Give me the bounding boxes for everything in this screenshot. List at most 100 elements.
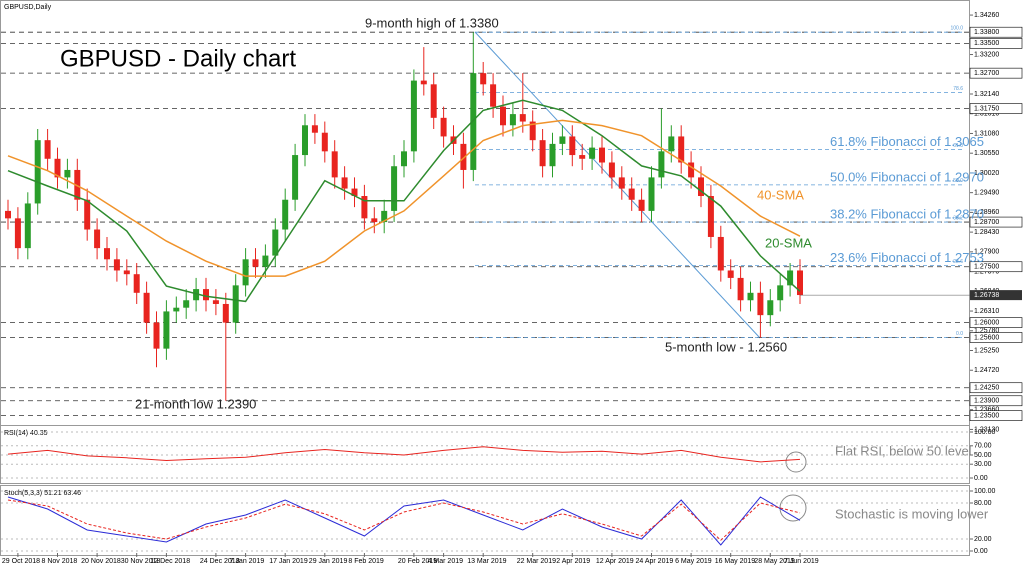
level-box [969, 103, 1023, 114]
y-tick-label: 1.31080 [974, 130, 999, 137]
x-tick-label: 8 Nov 2018 [42, 558, 78, 565]
candle-body [717, 236, 724, 271]
candle-body [371, 218, 378, 223]
candle-body [628, 188, 635, 200]
y-tick-label: 1.28960 [974, 209, 999, 216]
candle-body [529, 121, 536, 141]
candle-body [163, 311, 170, 349]
candle-body [391, 166, 398, 211]
y-tick-label: 1.25780 [974, 328, 999, 335]
y-tick-label: 20.00 [974, 536, 992, 543]
candle-body [618, 177, 625, 189]
x-tick-label: 8 Feb 2019 [348, 558, 384, 565]
fib-ratio: 23.6 [953, 259, 963, 265]
rsi-panel [0, 425, 970, 484]
y-tick-label: 1.23660 [974, 407, 999, 414]
series-label: 40-SMA [757, 187, 804, 202]
series-line [7, 119, 801, 277]
candle-body [569, 136, 576, 156]
candle-body [232, 285, 239, 323]
candle-body [797, 270, 803, 296]
candle-body [589, 147, 596, 159]
candle-body [104, 248, 110, 260]
candle-body [331, 151, 338, 178]
x-tick-label: 29 Oct 2018 [2, 558, 40, 565]
level-label: 1.25600 [974, 334, 999, 341]
level-label: 1.23900 [974, 398, 999, 405]
y-tick-label: 1.34260 [974, 12, 999, 19]
candle-body [5, 210, 11, 219]
x-tick-label: 6 May 2019 [675, 558, 712, 565]
stoch-panel [0, 485, 970, 556]
candle-body [658, 151, 665, 178]
candle-body [282, 199, 289, 230]
last-price-box [970, 290, 1022, 301]
candle-body [321, 132, 328, 152]
level-box [969, 317, 1023, 328]
level-label: 1.33500 [974, 40, 999, 47]
level-box [969, 216, 1023, 228]
candle-body [490, 84, 497, 107]
candle-body [153, 322, 160, 349]
series-line [7, 499, 801, 541]
x-tick-label: 24 Dec 2018 [200, 558, 240, 565]
candle-body [24, 203, 31, 249]
candle-body [500, 106, 506, 126]
candle-body [668, 136, 675, 152]
symbol-label: GBPUSD,Daily [4, 4, 52, 11]
fib-ratio: 100.0 [950, 26, 963, 32]
level-box [969, 410, 1023, 421]
level-label: 1.24250 [974, 385, 999, 392]
level-box [969, 332, 1023, 343]
candle-body [143, 292, 150, 323]
candle-body [381, 210, 388, 223]
candle-body [638, 199, 645, 211]
x-tick-label: 20 Feb 2019 [398, 558, 437, 565]
candle-body [34, 140, 41, 204]
series-line [7, 99, 801, 303]
candle-body [480, 73, 487, 85]
candle-body [579, 155, 586, 159]
series-line [7, 496, 801, 546]
candle-body [361, 196, 368, 219]
y-tick-label: 1.24720 [974, 367, 999, 374]
candle-body [262, 255, 269, 267]
last-price-label: 1.26738 [974, 292, 999, 299]
candle-body [787, 270, 794, 286]
candle-body [440, 117, 447, 137]
candle-body [707, 196, 714, 237]
candle-body [341, 177, 348, 189]
annotation: 5-month low - 1.2560 [665, 339, 787, 354]
y-tick-label: 1.23130 [974, 426, 999, 433]
level-box [969, 67, 1023, 79]
y-tick-label: 70.00 [974, 443, 992, 450]
candle-body [648, 177, 655, 211]
y-tick-label: 50.00 [974, 452, 992, 459]
candle-body [420, 80, 427, 85]
level-box [969, 26, 1023, 38]
y-tick-label: 0.00 [974, 475, 988, 482]
candle-body [777, 285, 784, 301]
candle-body [94, 229, 101, 249]
y-tick-label: 100.00 [974, 429, 996, 436]
candle-body [599, 147, 605, 163]
x-tick-label: 16 May 2019 [715, 558, 756, 565]
candle-body [311, 125, 318, 133]
x-tick-label: 12 Dec 2018 [150, 558, 190, 565]
fib-ratio: 0.0 [956, 331, 963, 337]
candle-body [351, 188, 358, 197]
candle-body [123, 270, 130, 275]
y-tick-label: 1.30550 [974, 150, 999, 157]
x-tick-label: 24 Apr 2019 [636, 558, 674, 565]
stoch-annotation: Stochastic is moving lower [835, 506, 989, 521]
y-tick-label: 1.27900 [974, 249, 999, 256]
y-tick-label: 1.32140 [974, 91, 999, 98]
series-label: 20-SMA [765, 235, 812, 250]
x-tick-label: 22 Mar 2019 [517, 558, 556, 565]
candle-body [242, 259, 249, 286]
candle-body [698, 177, 704, 197]
x-tick-label: 28 May 2019 [754, 558, 795, 565]
candle-body [559, 136, 566, 144]
candle-body [401, 151, 407, 167]
rsi-title: RSI(14) 40.35 [4, 430, 48, 437]
